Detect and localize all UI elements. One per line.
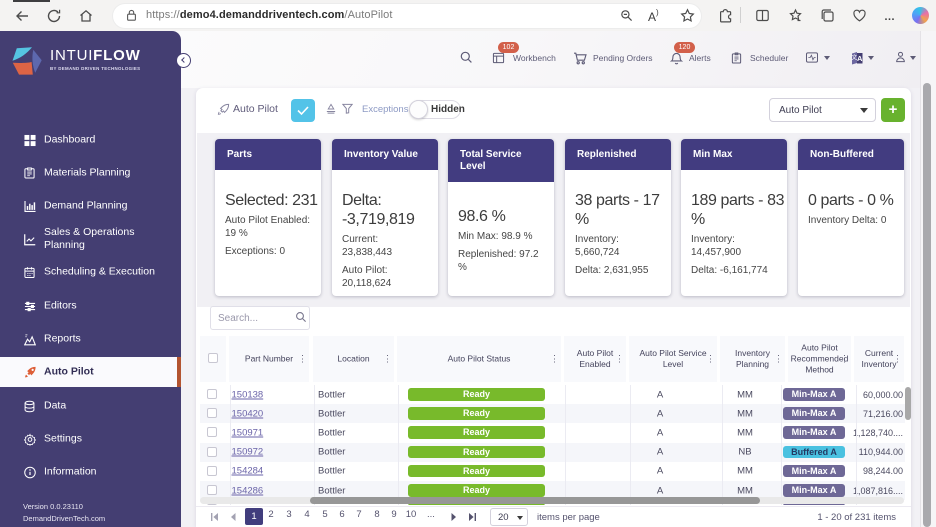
svg-text:文: 文 — [851, 54, 857, 62]
svg-text:A: A — [857, 54, 863, 63]
